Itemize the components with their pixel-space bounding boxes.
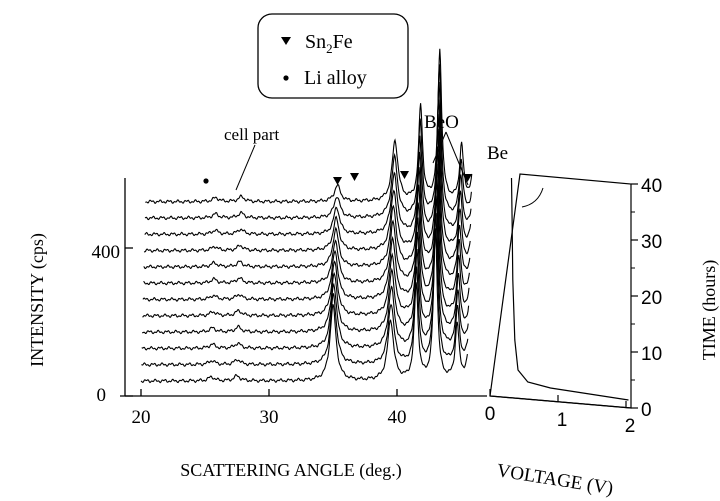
legend-entry-sn2fe: Sn2Fe (281, 31, 353, 56)
li-alloy-peak-marker (203, 178, 209, 184)
time-tick-label-30: 30 (641, 232, 662, 253)
voltage-tick-label-0: 0 (485, 404, 496, 425)
y-tick-label-0: 0 (97, 385, 107, 406)
spectrum-line-12 (145, 48, 473, 204)
legend-entry-li-alloy: Li alloy (283, 67, 367, 89)
y-axis-label: INTENSITY (cps) (27, 233, 48, 367)
time-tick-label-0: 0 (641, 400, 652, 421)
beo-pointer-1 (432, 131, 447, 164)
spectrum-line-9 (143, 99, 472, 253)
cell-part-pointer (235, 144, 256, 191)
time-axis-label: TIME (hours) (699, 260, 720, 360)
spectrum-line-2 (141, 212, 469, 368)
spectrum-line-8 (143, 114, 471, 270)
x-axis-ticks: 20 30 40 (132, 389, 407, 428)
voltage-pointer (521, 187, 544, 208)
spectrum-line-7 (143, 128, 471, 286)
beo-pointer-2 (445, 131, 469, 186)
x-tick-label-30: 30 (260, 407, 279, 428)
spectrum-line-11 (144, 64, 472, 221)
x-tick-label-40: 40 (388, 407, 407, 428)
time-tick-label-20: 20 (641, 288, 662, 309)
sn2fe-peak-marker-1 (333, 177, 342, 185)
spectrum-line-4 (141, 179, 470, 335)
spectrum-line-3 (141, 195, 469, 351)
spectrum-line-6 (142, 146, 470, 302)
y-tick-label-400: 400 (92, 242, 121, 263)
legend-label-li-alloy: Li alloy (304, 67, 367, 89)
voltage-axis-line (489, 395, 632, 409)
spectrum-line-1 (140, 228, 468, 384)
sn2fe-peak-marker-2 (350, 173, 359, 181)
sn2fe-peak-marker-4 (463, 174, 472, 182)
spectra-group (140, 48, 473, 384)
annotation-cell-part: cell part (224, 125, 279, 144)
legend-label-sn2fe: Sn2Fe (305, 31, 353, 56)
sn2fe-peak-marker-3 (400, 171, 409, 179)
triangle-marker-icon (281, 37, 291, 45)
voltage-axis-label: VOLTAGE (V) (495, 460, 614, 499)
spectrum-line-5 (142, 163, 470, 319)
annotation-be: Be (487, 143, 508, 164)
annotation-beo: BeO (424, 112, 459, 133)
x-axis-label: SCATTERING ANGLE (deg.) (180, 460, 401, 481)
dot-marker-icon (283, 75, 289, 81)
time-tick-label-10: 10 (641, 344, 662, 365)
voltage-tick-label-1: 1 (557, 410, 568, 431)
x-tick-label-20: 20 (132, 407, 151, 428)
voltage-curve (510, 177, 629, 401)
voltage-tick-label-2: 2 (625, 416, 636, 437)
time-tick-label-40: 40 (641, 176, 662, 197)
spectrum-line-10 (144, 81, 472, 237)
legend-box (257, 13, 409, 99)
voltage-panel-frame (489, 173, 632, 409)
